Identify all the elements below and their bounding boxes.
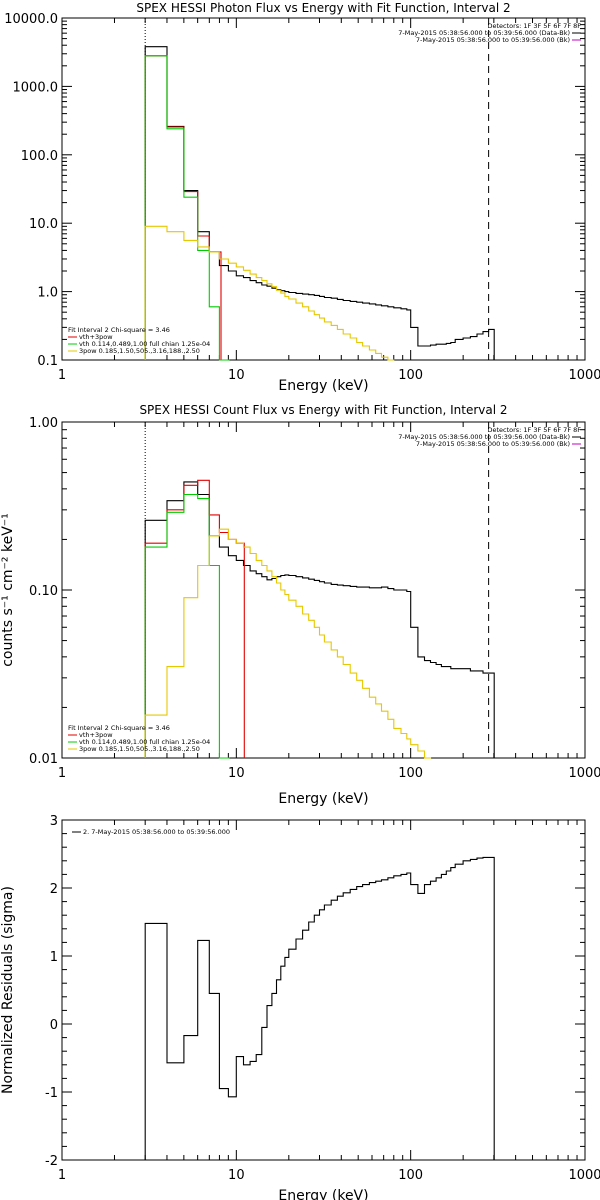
legend-entry: 7-May-2015 05:38:56.000 to 05:39:56.000 … (416, 36, 570, 44)
legend-entry: 7-May-2015 05:38:56.000 to 05:39:56.000 … (398, 29, 570, 37)
y-tick-label: 10.0 (29, 217, 58, 232)
legend-entry: vth 0.114,0.489,1.00 full chian 1.25e-04 (79, 340, 210, 348)
x-tick-label: 100 (398, 1168, 423, 1183)
legend-header: Detectors: 1F 3F 5F 6F 7F 8F (487, 22, 581, 30)
chart-title: SPEX HESSI Photon Flux vs Energy with Fi… (136, 1, 510, 15)
legend-top: Detectors: 1F 3F 5F 6F 7F 8F7-May-2015 0… (398, 426, 581, 448)
plot-frame (61, 819, 586, 1161)
y-tick-label: -2 (45, 1154, 58, 1169)
legend-top: 2. 7-May-2015 05:38:56.000 to 05:39:56.0… (72, 828, 230, 836)
legend-header: Detectors: 1F 3F 5F 6F 7F 8F (487, 426, 581, 434)
series-line-2 (144, 479, 245, 758)
y-tick-label: -1 (45, 1086, 58, 1101)
y-tick-label: 0.1 (37, 354, 58, 369)
x-tick-label: 10 (228, 766, 245, 781)
legend-header: Fit Interval 2 Chi-square = 3.46 (68, 326, 170, 334)
legend-entry: vth 0.114,0.489,1.00 full chian 1.25e-04 (79, 738, 210, 746)
legend-entry: 3pow 0.185,1.50,505.,3.16,188.,2.50 (79, 745, 200, 753)
y-tick-label: 100.0 (21, 149, 58, 164)
legend-entry: 3pow 0.185,1.50,505.,3.16,188.,2.50 (79, 347, 200, 355)
series-line-3 (144, 55, 230, 361)
y-tick-label: 1.0 (37, 286, 58, 301)
x-axis-label: Energy (keV) (278, 791, 368, 807)
x-tick-label: 1 (58, 368, 66, 383)
x-tick-label: 1000 (568, 1168, 600, 1183)
x-tick-label: 100 (398, 766, 423, 781)
chart-title: SPEX HESSI Count Flux vs Energy with Fit… (139, 403, 507, 417)
legend-entry: 2. 7-May-2015 05:38:56.000 to 05:39:56.0… (83, 828, 230, 836)
x-tick-label: 1000 (568, 368, 600, 383)
y-axis-label: counts s⁻¹ cm⁻² keV⁻¹ (0, 513, 16, 667)
x-tick-label: 10 (228, 368, 245, 383)
chart-panel-2: SPEX HESSI Count Flux vs Energy with Fit… (0, 403, 600, 807)
y-tick-label: 3 (50, 814, 58, 829)
x-tick-label: 1 (58, 766, 66, 781)
y-tick-label: 0 (50, 1018, 58, 1033)
y-tick-label: 2 (50, 882, 58, 897)
y-axis-label: Normalized Residuals (sigma) (0, 886, 16, 1094)
y-tick-label: 0.10 (29, 584, 58, 599)
plot-frame (61, 421, 586, 759)
y-tick-label: 1.00 (29, 416, 58, 431)
y-tick-label: 10000.0 (4, 12, 58, 27)
x-tick-label: 100 (398, 368, 423, 383)
plot-frame (61, 17, 586, 361)
y-tick-label: 1000.0 (13, 80, 59, 95)
y-tick-label: 1 (50, 950, 58, 965)
series-line-1 (144, 481, 495, 758)
x-tick-label: 1000 (568, 766, 600, 781)
legend-entry: vth+3pow (79, 333, 113, 341)
series-line-4 (144, 225, 395, 361)
x-axis-label: Energy (keV) (278, 378, 368, 394)
x-tick-label: 1 (58, 1168, 66, 1183)
series-line-1 (144, 856, 495, 1160)
x-axis-label: Energy (keV) (278, 1188, 368, 1200)
legend-entry: vth+3pow (79, 731, 113, 739)
legend-bottom: Fit Interval 2 Chi-square = 3.46vth+3pow… (68, 326, 210, 355)
series-line-2 (144, 55, 222, 360)
y-tick-label: 0.01 (29, 752, 58, 767)
chart-panel-1: SPEX HESSI Photon Flux vs Energy with Fi… (4, 1, 600, 394)
legend-entry: 7-May-2015 05:38:56.000 to 05:39:56.000 … (398, 433, 570, 441)
x-tick-label: 10 (228, 1168, 245, 1183)
legend-bottom: Fit Interval 2 Chi-square = 3.46vth+3pow… (68, 724, 210, 753)
series-line-1 (144, 46, 495, 360)
series-line-3 (144, 493, 230, 759)
legend-entry: 7-May-2015 05:38:56.000 to 05:39:56.000 … (416, 440, 570, 448)
legend-top: Detectors: 1F 3F 5F 6F 7F 8F7-May-2015 0… (398, 22, 581, 44)
chart-panel-3: 1 10 100 1000 -2 -1 0 1 2 3 Energy (keV) Normalized… (0, 814, 600, 1200)
legend-header: Fit Interval 2 Chi-square = 3.46 (68, 724, 170, 732)
series-line-4 (144, 528, 432, 759)
